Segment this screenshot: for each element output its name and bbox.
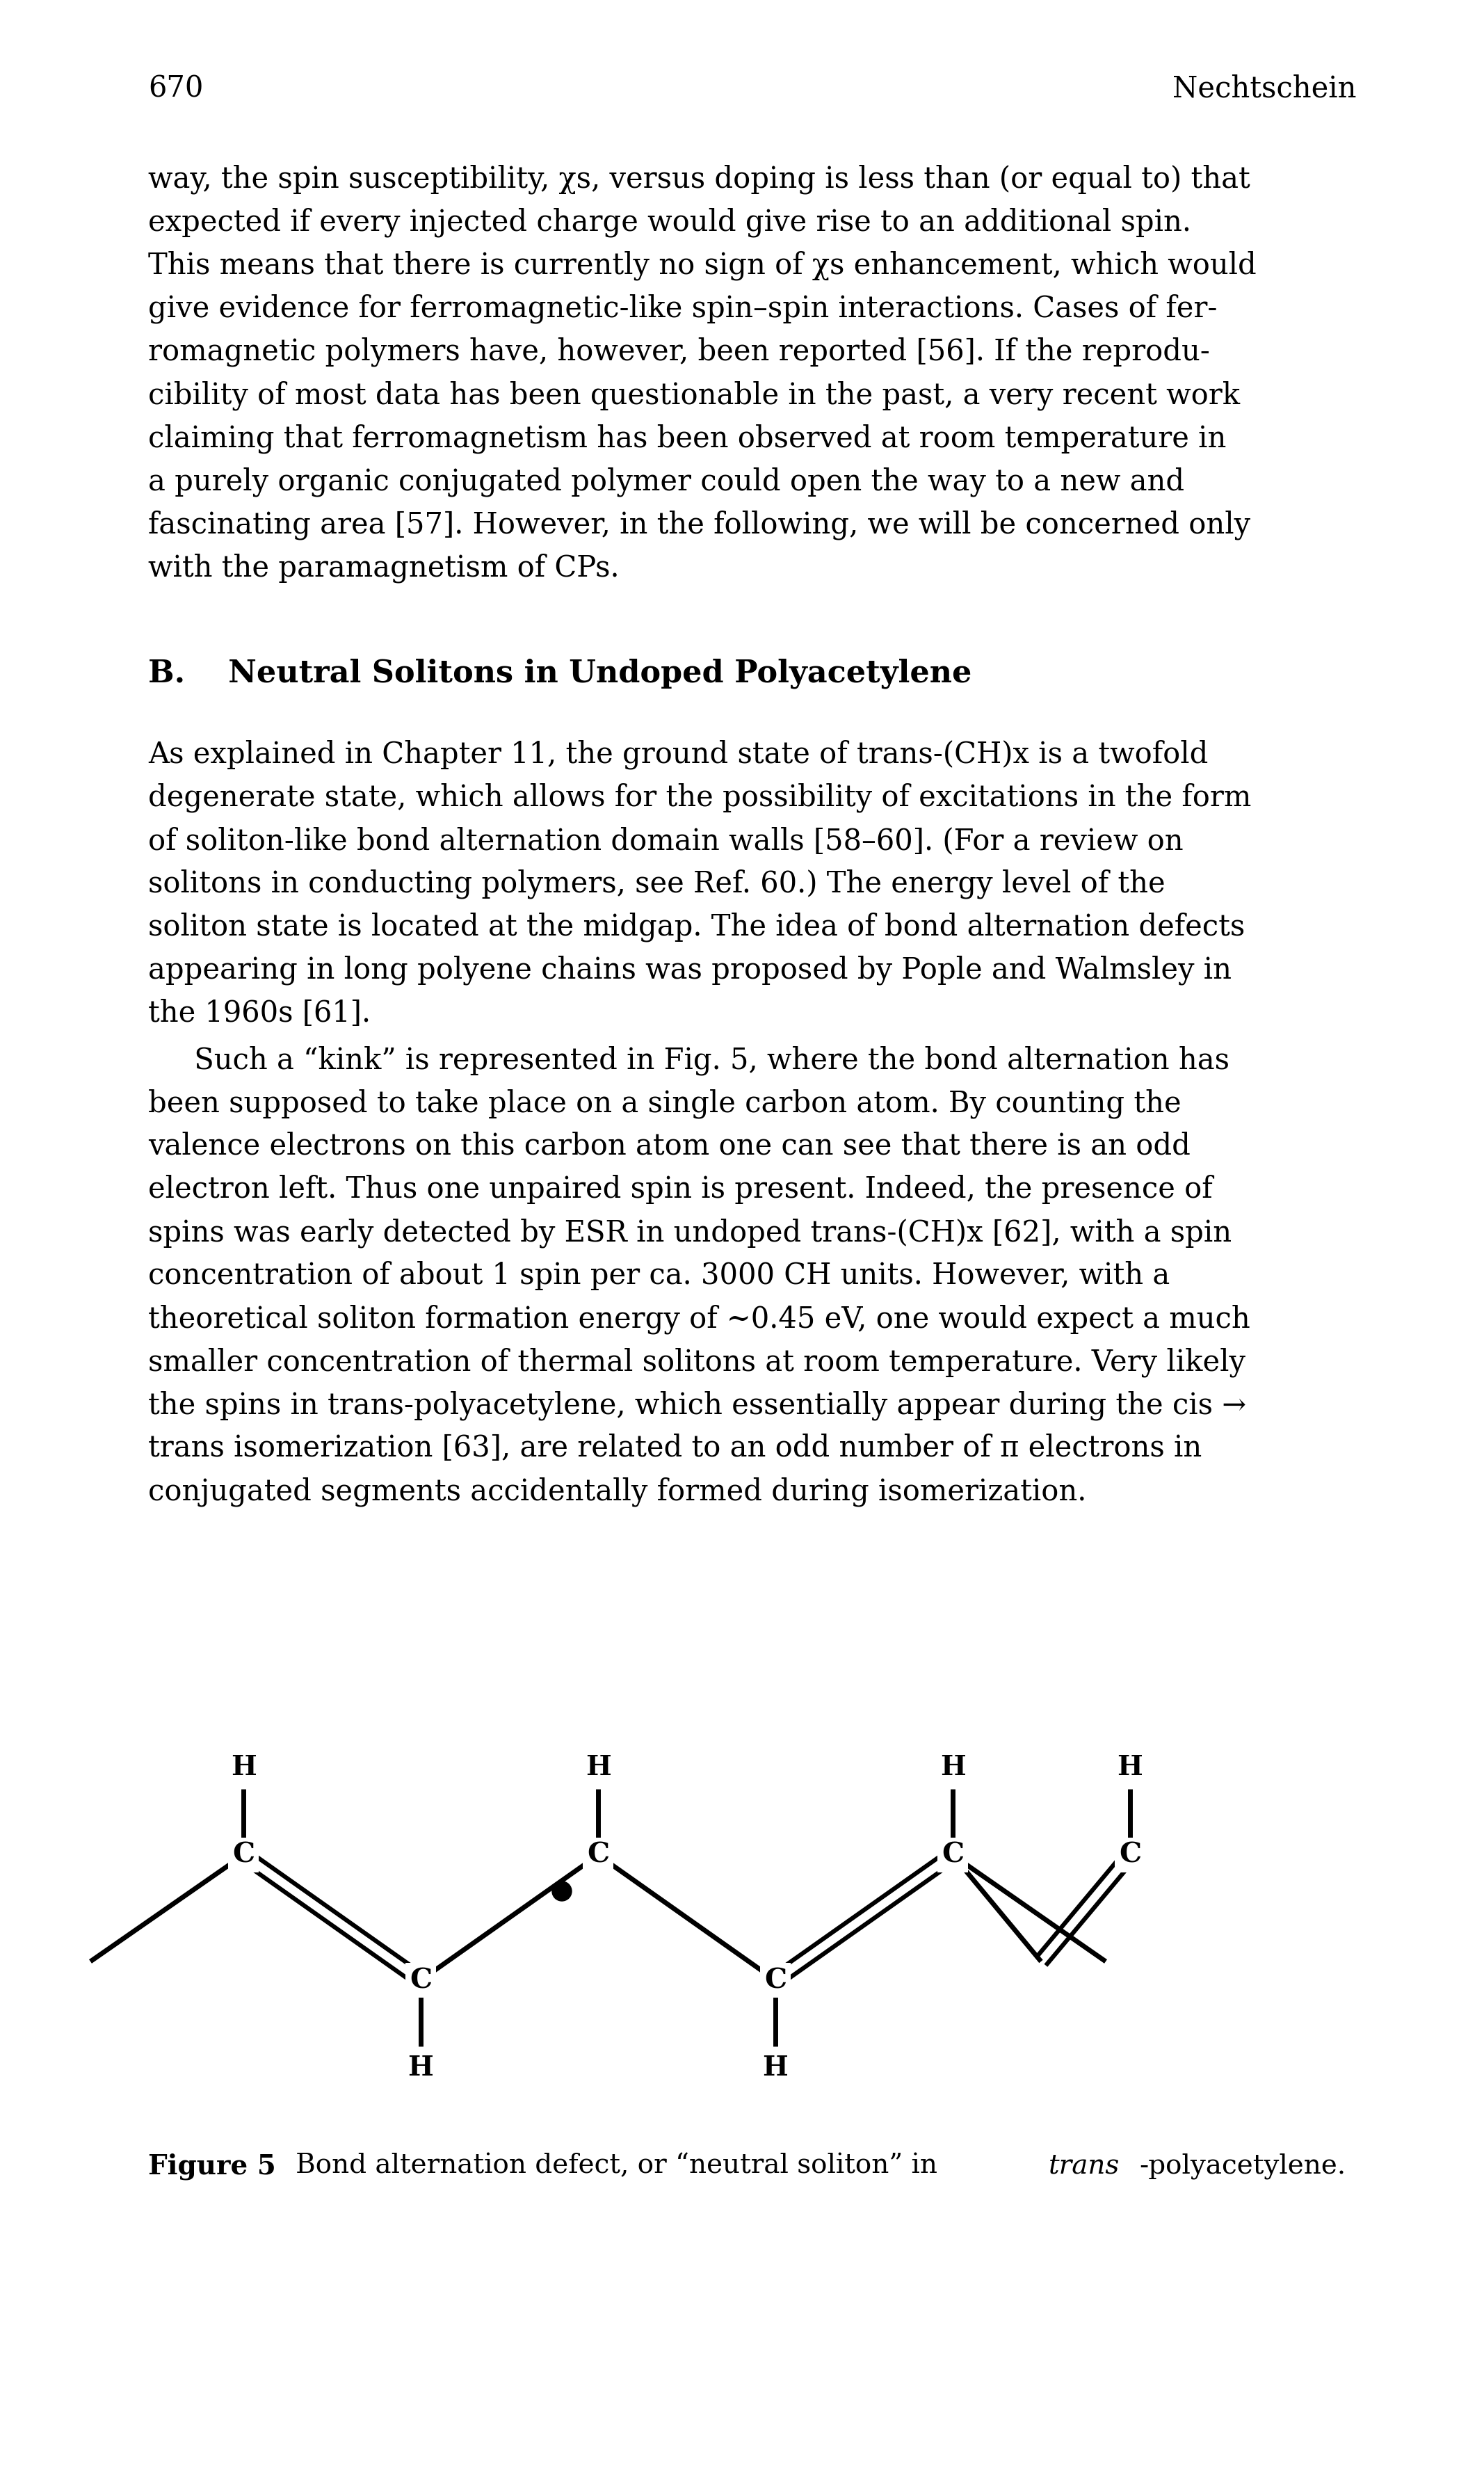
Text: As explained in Chapter 11, the ground state of trans-(CH)x is a twofold: As explained in Chapter 11, the ground s… bbox=[148, 739, 1208, 769]
Text: romagnetic polymers have, however, been reported [56]. If the reprodu-: romagnetic polymers have, however, been … bbox=[148, 338, 1209, 366]
Text: Figure 5: Figure 5 bbox=[148, 2152, 276, 2179]
Text: C: C bbox=[1119, 1841, 1141, 1868]
Text: theoretical soliton formation energy of ~0.45 eV, one would expect a much: theoretical soliton formation energy of … bbox=[148, 1304, 1250, 1334]
Text: of soliton-like bond alternation domain walls [58–60]. (For a review on: of soliton-like bond alternation domain … bbox=[148, 826, 1183, 856]
Text: H: H bbox=[763, 2055, 788, 2080]
Text: C: C bbox=[764, 1968, 787, 1993]
Text: H: H bbox=[408, 2055, 433, 2080]
Text: trans isomerization [63], are related to an odd number of π electrons in: trans isomerization [63], are related to… bbox=[148, 1433, 1202, 1463]
Text: This means that there is currently no sign of χs enhancement, which would: This means that there is currently no si… bbox=[148, 251, 1257, 281]
Text: way, the spin susceptibility, χs, versus doping is less than (or equal to) that: way, the spin susceptibility, χs, versus… bbox=[148, 164, 1250, 194]
Text: concentration of about 1 spin per ca. 3000 CH units. However, with a: concentration of about 1 spin per ca. 30… bbox=[148, 1261, 1169, 1291]
Text: B.    Neutral Solitons in Undoped Polyacetylene: B. Neutral Solitons in Undoped Polyacety… bbox=[148, 659, 972, 689]
Text: spins was early detected by ESR in undoped trans-(CH)x [62], with a spin: spins was early detected by ESR in undop… bbox=[148, 1219, 1232, 1246]
Text: 670: 670 bbox=[148, 75, 203, 104]
Text: H: H bbox=[230, 1754, 257, 1781]
Text: degenerate state, which allows for the possibility of excitations in the form: degenerate state, which allows for the p… bbox=[148, 784, 1251, 814]
Text: H: H bbox=[585, 1754, 611, 1781]
Text: claiming that ferromagnetism has been observed at room temperature in: claiming that ferromagnetism has been ob… bbox=[148, 423, 1226, 453]
Text: Nechtschein: Nechtschein bbox=[1172, 75, 1356, 104]
Text: cibility of most data has been questionable in the past, a very recent work: cibility of most data has been questiona… bbox=[148, 381, 1241, 411]
Circle shape bbox=[552, 1881, 571, 1901]
Text: valence electrons on this carbon atom one can see that there is an odd: valence electrons on this carbon atom on… bbox=[148, 1132, 1190, 1162]
Text: -polyacetylene.: -polyacetylene. bbox=[1140, 2152, 1346, 2179]
Text: soliton state is located at the midgap. The idea of bond alternation defects: soliton state is located at the midgap. … bbox=[148, 913, 1245, 943]
Text: appearing in long polyene chains was proposed by Pople and Walmsley in: appearing in long polyene chains was pro… bbox=[148, 955, 1232, 985]
Text: H: H bbox=[939, 1754, 966, 1781]
Text: with the paramagnetism of CPs.: with the paramagnetism of CPs. bbox=[148, 552, 619, 582]
Text: fascinating area [57]. However, in the following, we will be concerned only: fascinating area [57]. However, in the f… bbox=[148, 510, 1251, 540]
Text: give evidence for ferromagnetic-like spin–spin interactions. Cases of fer-: give evidence for ferromagnetic-like spi… bbox=[148, 294, 1217, 323]
Text: Bond alternation defect, or “neutral soliton” in: Bond alternation defect, or “neutral sol… bbox=[270, 2152, 945, 2179]
Text: H: H bbox=[1117, 1754, 1143, 1781]
Text: C: C bbox=[941, 1841, 965, 1868]
Text: solitons in conducting polymers, see Ref. 60.) The energy level of the: solitons in conducting polymers, see Ref… bbox=[148, 868, 1165, 898]
Text: C: C bbox=[586, 1841, 610, 1868]
Text: been supposed to take place on a single carbon atom. By counting the: been supposed to take place on a single … bbox=[148, 1090, 1181, 1117]
Text: trans: trans bbox=[1049, 2152, 1120, 2179]
Text: conjugated segments accidentally formed during isomerization.: conjugated segments accidentally formed … bbox=[148, 1478, 1086, 1505]
Text: expected if every injected charge would give rise to an additional spin.: expected if every injected charge would … bbox=[148, 209, 1192, 236]
Text: the 1960s [61].: the 1960s [61]. bbox=[148, 998, 371, 1028]
Text: a purely organic conjugated polymer could open the way to a new and: a purely organic conjugated polymer coul… bbox=[148, 468, 1184, 495]
Text: C: C bbox=[410, 1968, 432, 1993]
Text: Such a “kink” is represented in Fig. 5, where the bond alternation has: Such a “kink” is represented in Fig. 5, … bbox=[148, 1045, 1229, 1075]
Text: electron left. Thus one unpaired spin is present. Indeed, the presence of: electron left. Thus one unpaired spin is… bbox=[148, 1174, 1212, 1204]
Text: the spins in trans-polyacetylene, which essentially appear during the cis →: the spins in trans-polyacetylene, which … bbox=[148, 1391, 1247, 1421]
Text: C: C bbox=[232, 1841, 255, 1868]
Text: smaller concentration of thermal solitons at room temperature. Very likely: smaller concentration of thermal soliton… bbox=[148, 1348, 1245, 1376]
